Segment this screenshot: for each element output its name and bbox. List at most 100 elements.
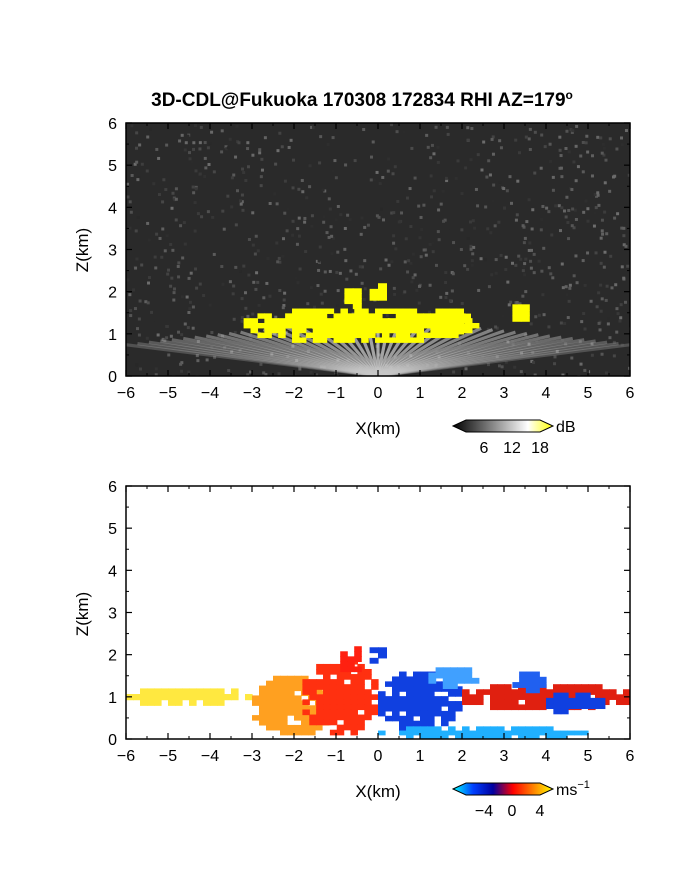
echo-pixel <box>361 337 369 343</box>
noise-speck <box>154 367 158 371</box>
noise-speck <box>569 128 573 132</box>
echo-pixel <box>252 715 260 721</box>
echo-pixel <box>294 724 302 731</box>
echo-pixel <box>518 694 526 700</box>
echo-pixel <box>301 724 309 731</box>
noise-speck <box>551 276 555 280</box>
noise-speck <box>434 363 438 367</box>
noise-speck <box>530 227 534 231</box>
noise-speck <box>469 244 473 248</box>
noise-speck <box>256 249 260 253</box>
noise-speck <box>377 215 381 219</box>
noise-speck <box>329 225 333 229</box>
echo-pixel <box>294 680 302 687</box>
noise-speck <box>291 219 295 223</box>
noise-speck <box>162 184 166 188</box>
echo-pixel <box>371 704 379 711</box>
echo-pixel <box>413 681 421 687</box>
noise-speck <box>262 371 266 375</box>
noise-speck <box>533 171 537 175</box>
echo-pixel <box>450 667 458 674</box>
echo-pixel <box>437 322 445 329</box>
noise-speck <box>623 300 627 304</box>
colorbar-tick-label: −4 <box>475 803 493 820</box>
noise-speck <box>203 141 207 145</box>
echo-cell <box>378 726 589 739</box>
echo-pixel <box>406 681 414 687</box>
noise-speck <box>527 137 531 141</box>
echo-pixel <box>344 288 354 294</box>
noise-speck <box>348 218 352 222</box>
echo-pixel <box>329 663 338 670</box>
noise-speck <box>294 276 298 280</box>
echo-pixel <box>323 684 331 690</box>
echo-pixel <box>525 704 533 711</box>
noise-speck <box>451 272 455 276</box>
noise-speck <box>497 220 501 224</box>
noise-speck <box>620 143 624 147</box>
noise-speck <box>390 260 394 264</box>
noise-speck <box>584 141 588 145</box>
echo-cell <box>512 304 530 322</box>
echo-pixel <box>590 697 599 704</box>
echo-pixel <box>406 676 414 682</box>
noise-speck <box>509 201 513 205</box>
echo-pixel <box>420 710 428 717</box>
echo-pixel <box>357 714 365 721</box>
echo-pixel <box>582 692 591 699</box>
noise-speck <box>264 373 268 376</box>
echo-pixel <box>326 332 335 339</box>
noise-speck <box>422 203 426 207</box>
echo-pixel <box>329 699 338 706</box>
echo-pixel <box>406 696 414 702</box>
x-tick-label: −3 <box>243 385 261 402</box>
noise-speck <box>566 221 570 225</box>
noise-speck <box>282 298 286 302</box>
echo-pixel <box>420 671 428 678</box>
echo-pixel <box>354 666 362 673</box>
noise-speck <box>595 305 599 309</box>
echo-pixel <box>298 327 307 334</box>
noise-speck <box>444 271 448 275</box>
noise-speck <box>486 363 490 367</box>
echo-pixel <box>329 714 338 721</box>
echo-pixel <box>406 720 414 727</box>
echo-pixel <box>323 704 331 711</box>
noise-speck <box>445 291 449 295</box>
echo-pixel <box>420 730 428 736</box>
noise-speck <box>586 150 590 154</box>
noise-speck <box>180 295 184 299</box>
noise-speck <box>410 280 414 284</box>
echo-pixel <box>385 705 393 712</box>
noise-speck <box>522 225 526 229</box>
noise-speck <box>523 273 527 277</box>
noise-speck <box>540 133 544 137</box>
noise-speck <box>528 147 532 151</box>
noise-speck <box>529 266 533 270</box>
echo-pixel <box>368 318 376 324</box>
noise-speck <box>196 339 200 343</box>
echo-pixel <box>402 313 411 319</box>
noise-speck <box>481 354 485 358</box>
noise-speck <box>444 176 448 180</box>
noise-speck <box>185 295 189 299</box>
echo-pixel <box>423 313 431 319</box>
noise-speck <box>198 141 202 145</box>
echo-pixel <box>399 686 407 692</box>
echo-pixel <box>518 689 526 695</box>
noise-speck <box>238 199 242 203</box>
noise-speck <box>193 124 197 128</box>
noise-speck <box>392 286 396 290</box>
noise-speck <box>266 256 270 260</box>
echo-pixel <box>471 677 480 684</box>
noise-speck <box>597 321 601 325</box>
echo-pixel <box>490 730 498 736</box>
echo-pixel <box>381 332 390 339</box>
noise-speck <box>564 215 568 219</box>
noise-speck <box>298 267 302 271</box>
echo-pixel <box>406 726 414 732</box>
echo-pixel <box>210 688 218 695</box>
noise-speck <box>363 225 367 229</box>
noise-speck <box>326 142 330 146</box>
echo-pixel <box>371 679 379 685</box>
